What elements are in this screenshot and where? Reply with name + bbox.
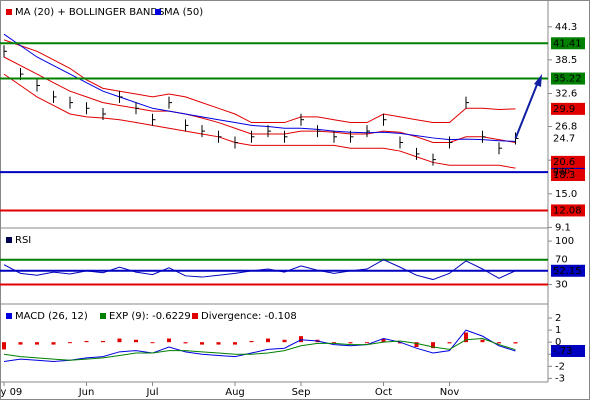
legend-label: MA (50) [164, 7, 203, 18]
divergence-bar [35, 342, 39, 345]
annotation: gap [553, 167, 570, 177]
price-label-box [551, 155, 585, 168]
divergence-bar [249, 340, 254, 343]
divergence-bar [299, 336, 303, 343]
price-label: 20.6 [553, 157, 575, 168]
level-label-box [551, 37, 585, 50]
rsi-line [3, 259, 516, 281]
y-tick-label: 0 [555, 337, 561, 348]
y-tick-label: 32.6 [555, 88, 577, 99]
divergence-bar [381, 338, 386, 343]
y-tick-label: 9.1 [555, 222, 571, 233]
divergence-bar [497, 342, 501, 344]
legend-swatch [155, 9, 161, 15]
divergence-bar [282, 339, 287, 343]
level-label: 41.41 [553, 38, 582, 49]
divergence-bar [447, 342, 452, 344]
y-tick-label: -2 [555, 361, 565, 372]
divergence-bar [117, 338, 122, 343]
price-label: 24.7 [553, 134, 575, 145]
current-label-box [551, 264, 585, 277]
y-tick-label: 1 [555, 325, 561, 336]
divergence-bar [51, 342, 56, 345]
x-tick-label: Jul [145, 387, 158, 398]
price-label: 18.3 [553, 170, 575, 181]
x-tick-label: Oct [375, 387, 392, 398]
x-tick-label: Nov [440, 387, 460, 398]
arrow-head [534, 74, 542, 87]
divergence-bar [101, 340, 105, 343]
divergence-bar [431, 342, 435, 349]
price-label-box [551, 132, 585, 145]
level-label: 35.22 [553, 74, 582, 85]
ma-line [3, 33, 516, 142]
legend-swatch [6, 313, 12, 319]
divergence-bar [200, 342, 204, 345]
y-tick-label: 100 [555, 236, 574, 247]
legend-swatch [100, 313, 106, 319]
legend-label: RSI [15, 235, 31, 246]
divergence-bar [68, 342, 72, 344]
divergence-bar [365, 342, 369, 344]
upper-band [3, 39, 516, 124]
legend-swatch [6, 9, 12, 15]
legend-swatch [192, 313, 198, 319]
price-label: 29.9 [553, 104, 575, 115]
y-tick-label: 38.5 [555, 55, 577, 66]
level-label-box [551, 72, 585, 85]
level-label: 70 [555, 255, 568, 266]
y-tick-label: 26.8 [555, 122, 577, 133]
legend-label: MACD (26, 12) [15, 311, 88, 322]
divergence-bar [233, 342, 237, 345]
divergence-bar [167, 338, 171, 343]
price-label-box [551, 102, 585, 115]
level-label: 12.08 [553, 205, 582, 216]
legend-label: Divergence: -0.108 [201, 311, 297, 322]
divergence-bar [183, 342, 188, 344]
lower-band [3, 73, 516, 169]
legend-label: MA (20) + BOLLINGER BANDS [15, 7, 164, 18]
x-tick-label: Jun [78, 387, 95, 398]
divergence-bar [216, 342, 221, 345]
divergence-bar [464, 332, 468, 343]
divergence-bar [513, 342, 518, 344]
divergence-bar [332, 342, 336, 344]
x-tick-label: Sep [292, 387, 311, 398]
divergence-bar [2, 342, 6, 350]
divergence-bar [18, 342, 23, 345]
arrow [514, 81, 539, 139]
divergence-bar [134, 339, 138, 343]
y-tick-label: 44.3 [555, 22, 577, 33]
y-tick-label: 30 [555, 280, 568, 291]
divergence-bar [266, 338, 270, 343]
price-label-box [551, 168, 585, 181]
current-label: -.73 [553, 346, 573, 357]
ma-line [3, 56, 516, 143]
divergence-bar [414, 342, 419, 347]
level-label-box [551, 204, 585, 217]
divergence-bar [84, 340, 89, 343]
legend-label: EXP (9): -0.6229 [109, 311, 191, 322]
legend-swatch [6, 237, 12, 243]
divergence-bar [480, 339, 485, 343]
y-tick-label: 15.0 [555, 189, 577, 200]
y-tick-label: -3 [555, 373, 565, 384]
y-tick-label: 2 [555, 313, 561, 324]
current-label-box [551, 344, 585, 357]
macd-line [3, 329, 516, 362]
macd-line [3, 338, 516, 361]
x-tick-label: Aug [225, 387, 245, 398]
divergence-bar [398, 342, 402, 344]
x-tick-label: May 09 [0, 387, 22, 398]
divergence-bar [348, 342, 353, 344]
divergence-bar [150, 342, 155, 344]
current-label: 52.15 [553, 266, 582, 277]
